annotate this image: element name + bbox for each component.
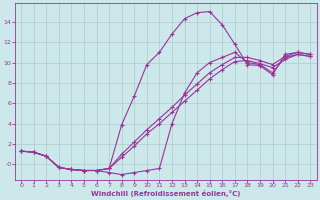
X-axis label: Windchill (Refroidissement éolien,°C): Windchill (Refroidissement éolien,°C) [91, 190, 240, 197]
